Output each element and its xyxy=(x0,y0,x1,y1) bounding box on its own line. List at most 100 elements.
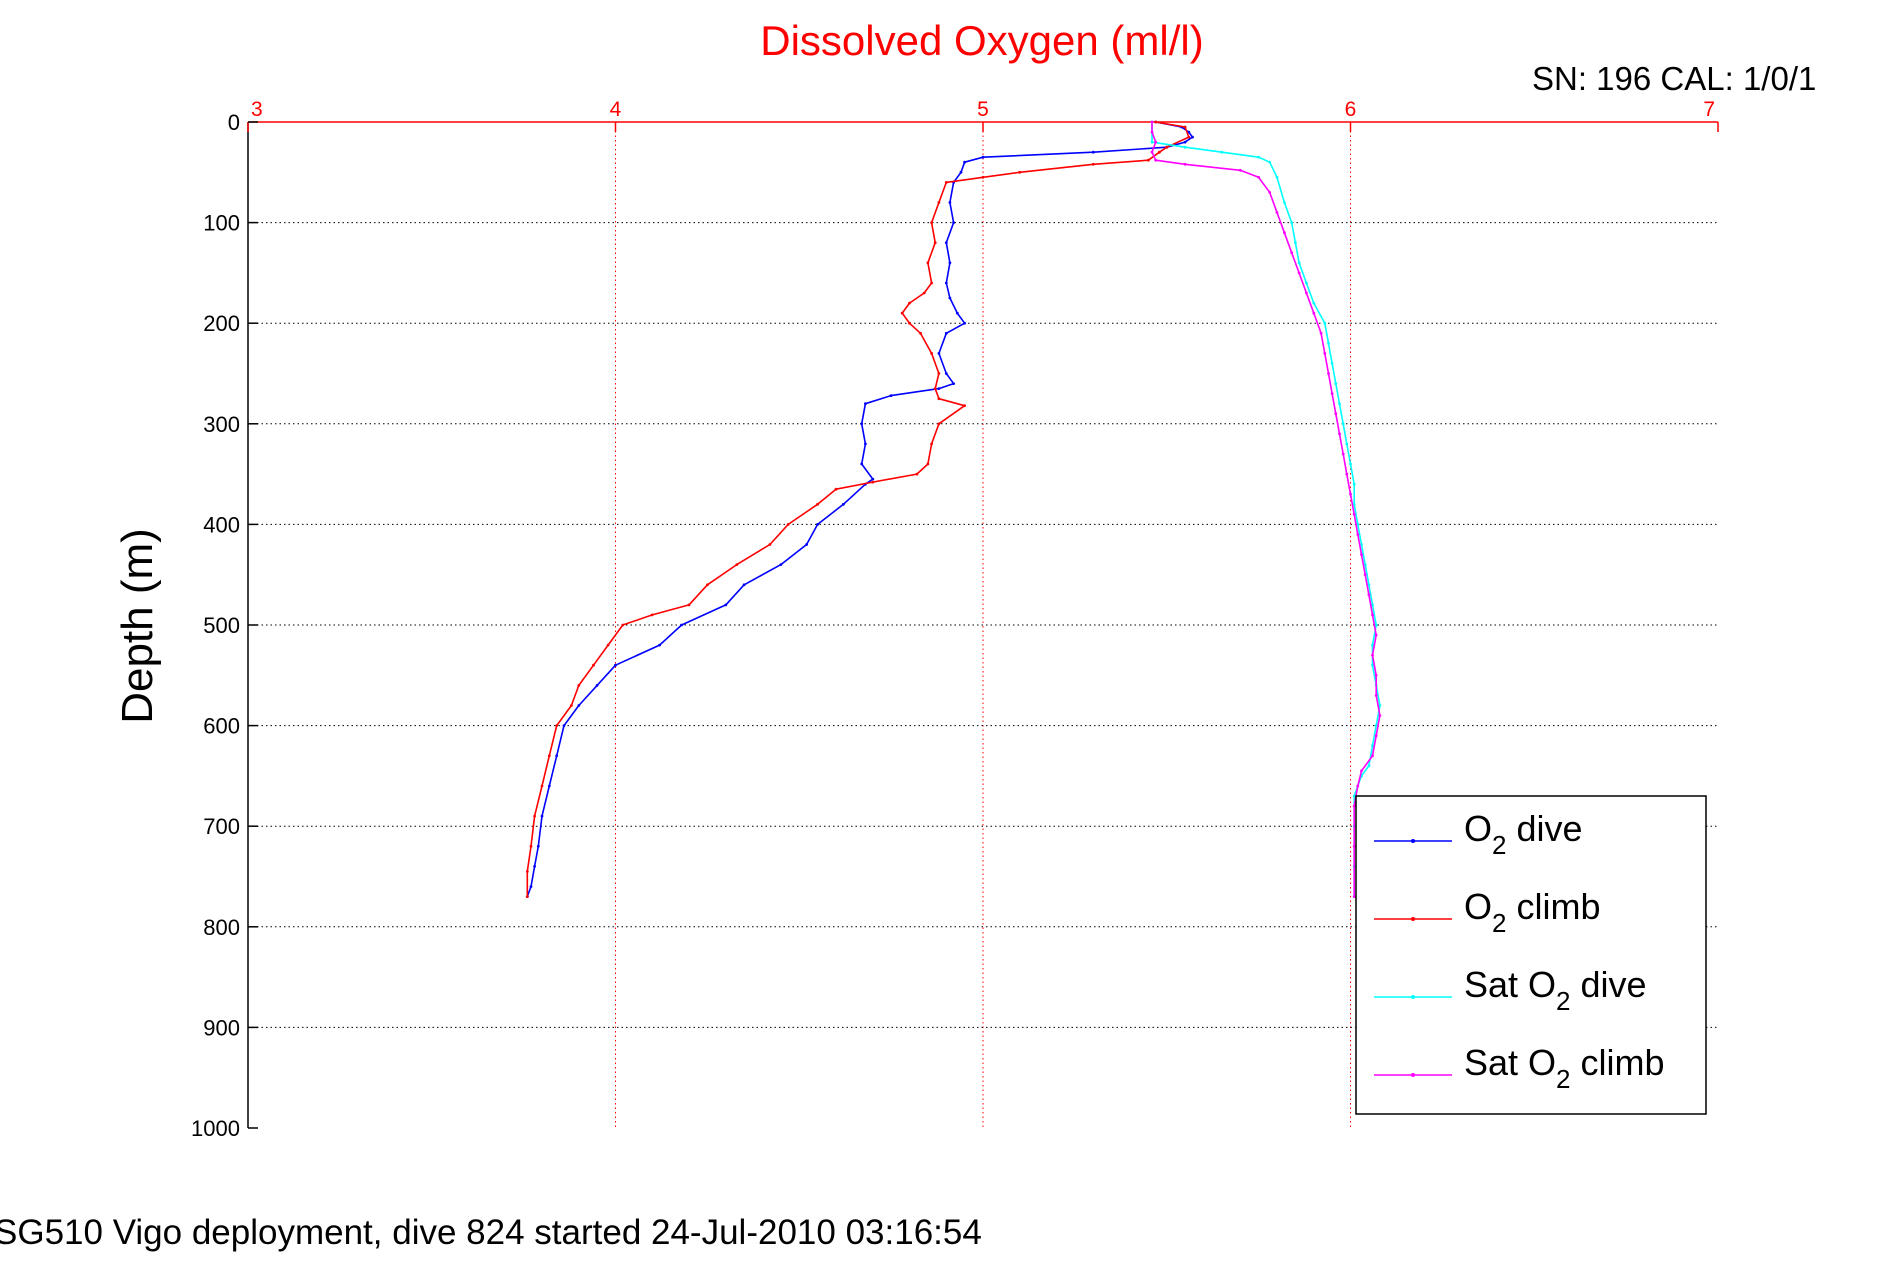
legend-label: O2 dive xyxy=(1464,808,1583,860)
data-point xyxy=(1018,170,1022,174)
data-point xyxy=(529,885,533,888)
data-point xyxy=(908,321,911,325)
data-point xyxy=(1334,382,1338,385)
data-point xyxy=(1158,150,1161,154)
data-point xyxy=(1371,754,1374,758)
legend-label-main: Sat O xyxy=(1464,964,1556,1005)
data-point xyxy=(1371,603,1374,607)
data-point xyxy=(1154,120,1158,124)
data-point xyxy=(1290,251,1294,255)
chart-title: Dissolved Oxygen (ml/l) xyxy=(760,17,1203,64)
data-point xyxy=(680,623,683,627)
data-point xyxy=(937,397,941,401)
data-point xyxy=(952,382,955,385)
data-point xyxy=(1352,794,1356,798)
data-point xyxy=(1352,512,1356,516)
data-point xyxy=(816,523,819,526)
data-point xyxy=(948,296,952,300)
data-point xyxy=(981,175,985,179)
data-point xyxy=(1305,291,1308,295)
y-tick-label: 800 xyxy=(203,915,240,940)
data-point xyxy=(1374,673,1378,677)
y-tick-label: 1000 xyxy=(191,1116,240,1141)
legend-swatch-marker xyxy=(1411,995,1415,999)
data-point xyxy=(1165,145,1169,149)
legend-label-subscript: 2 xyxy=(1556,986,1570,1016)
data-point xyxy=(525,895,529,898)
data-point xyxy=(930,221,933,225)
data-point xyxy=(860,422,864,426)
data-point xyxy=(937,352,941,355)
data-point xyxy=(1147,158,1150,162)
data-point xyxy=(1220,150,1224,154)
axes-layer: 3 4 5 6 7 0 100 200 300 400 500 600 700 800 900 1000 xyxy=(191,98,1719,1141)
data-point xyxy=(959,170,963,174)
data-point xyxy=(1238,168,1242,172)
data-point xyxy=(1154,158,1158,162)
data-point xyxy=(1268,160,1272,164)
data-point xyxy=(922,291,926,295)
data-point xyxy=(1341,422,1345,426)
data-point xyxy=(944,181,948,184)
legend-label-rest: dive xyxy=(1571,964,1647,1005)
data-point xyxy=(555,724,559,727)
y-axis-label: Depth (m) xyxy=(113,528,162,724)
data-point xyxy=(1187,130,1191,134)
data-point xyxy=(1371,613,1374,617)
data-point xyxy=(805,543,808,546)
data-point xyxy=(1352,804,1356,808)
data-point xyxy=(930,352,933,355)
data-point xyxy=(1371,643,1374,647)
data-point xyxy=(529,844,533,848)
data-point xyxy=(570,704,573,707)
series-line-o2-dive xyxy=(526,121,1194,897)
legend-label: Sat O2 climb xyxy=(1464,1042,1665,1094)
data-point xyxy=(1150,130,1154,134)
series-line-sat-o2-climb xyxy=(1151,122,1381,897)
data-point xyxy=(540,784,544,788)
data-point xyxy=(547,784,551,788)
data-point xyxy=(1283,201,1286,204)
data-point xyxy=(1327,341,1330,345)
x-tick-label: 4 xyxy=(610,98,622,121)
data-point xyxy=(1257,155,1260,159)
legend-box xyxy=(1355,795,1707,1115)
legend-label-main: O xyxy=(1464,808,1492,849)
data-point xyxy=(1338,432,1341,436)
y-tick-label: 700 xyxy=(203,814,240,839)
x-tick-label: 6 xyxy=(1345,98,1357,121)
data-point xyxy=(786,523,790,526)
data-point xyxy=(1150,140,1154,144)
data-point xyxy=(948,201,952,204)
data-point xyxy=(1297,261,1301,265)
data-point xyxy=(1374,623,1378,627)
series-layer xyxy=(525,120,1382,898)
data-point xyxy=(1283,231,1286,235)
data-point xyxy=(1367,583,1371,587)
data-point xyxy=(1352,844,1356,848)
data-point xyxy=(1360,543,1363,546)
data-point xyxy=(606,643,610,647)
data-point xyxy=(1363,563,1367,566)
data-point xyxy=(1363,573,1367,577)
data-point xyxy=(742,583,746,587)
data-point xyxy=(724,603,728,607)
data-point xyxy=(547,754,551,758)
legend-label-subscript: 2 xyxy=(1492,908,1506,938)
data-point xyxy=(908,301,911,305)
data-point xyxy=(1378,704,1382,707)
data-point xyxy=(930,442,933,446)
data-point xyxy=(1323,321,1327,325)
y-tick-label: 500 xyxy=(203,613,240,638)
data-point xyxy=(1183,125,1187,129)
x-tick-label: 3 xyxy=(251,98,263,121)
data-point xyxy=(1257,175,1260,179)
data-point xyxy=(1345,472,1349,476)
data-point xyxy=(1294,241,1297,245)
data-point xyxy=(1183,145,1187,149)
data-point xyxy=(842,502,845,506)
data-point xyxy=(1341,452,1345,456)
data-point xyxy=(621,623,625,627)
data-point xyxy=(533,814,536,818)
